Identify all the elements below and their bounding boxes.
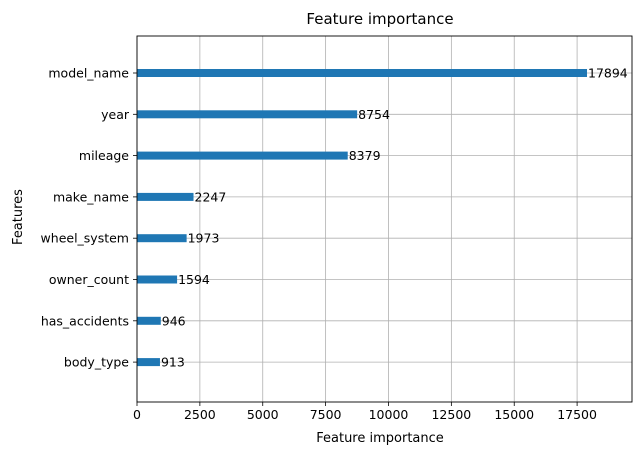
- bar-value-label: 1594: [178, 272, 210, 287]
- x-tick-label: 7500: [310, 407, 342, 422]
- x-tick-label: 5000: [247, 407, 279, 422]
- bar: [137, 110, 358, 119]
- bar: [137, 151, 348, 160]
- y-tick-label: year: [101, 107, 130, 122]
- x-tick-label: 2500: [184, 407, 216, 422]
- x-tick-label: 15000: [494, 407, 534, 422]
- y-tick-label: make_name: [53, 189, 129, 204]
- bar-value-label: 8754: [358, 107, 390, 122]
- bar-value-label: 17894: [588, 66, 628, 81]
- bar-value-label: 913: [161, 355, 185, 370]
- x-tick-label: 10000: [369, 407, 409, 422]
- x-tick-label: 12500: [431, 407, 471, 422]
- bar-layer: [137, 69, 588, 367]
- bar-value-label: 2247: [195, 189, 227, 204]
- bar-value-label: 8379: [349, 148, 381, 163]
- y-tick-label: mileage: [79, 148, 129, 163]
- chart-title: Feature importance: [306, 10, 453, 28]
- plot-area-frame: [136, 35, 633, 403]
- x-tick-label: 17500: [557, 407, 597, 422]
- bar: [137, 316, 161, 325]
- bar: [137, 275, 178, 284]
- y-tick-label: model_name: [48, 66, 129, 81]
- bar: [137, 234, 187, 243]
- grid-layer: [136, 36, 632, 402]
- y-axis-label: Features: [11, 189, 26, 245]
- y-tick-label: has_accidents: [41, 313, 129, 328]
- bar-value-label: 946: [162, 313, 186, 328]
- bar-value-label: 1973: [188, 231, 220, 246]
- bar: [137, 358, 160, 367]
- y-tick-label: body_type: [64, 355, 129, 370]
- tick-layer: 0 2500 5000 7500 10000 12500 15000 17500 body_ty…: [41, 66, 628, 423]
- bar: [137, 192, 194, 201]
- y-tick-label: wheel_system: [41, 231, 129, 246]
- y-tick-label: owner_count: [49, 272, 129, 287]
- x-tick-label: 0: [133, 407, 141, 422]
- bar: [137, 69, 588, 77]
- x-axis-label: Feature importance: [316, 431, 444, 446]
